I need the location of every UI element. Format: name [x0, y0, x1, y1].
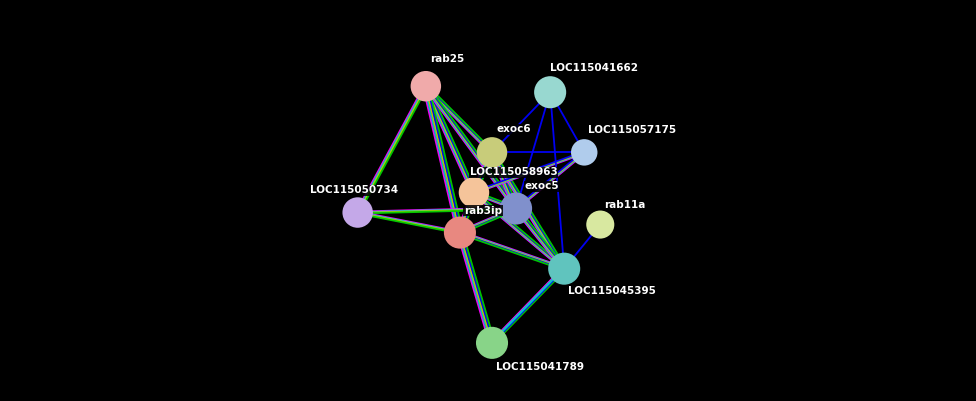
Text: LOC115050734: LOC115050734 — [309, 186, 397, 195]
Ellipse shape — [571, 139, 597, 166]
Ellipse shape — [549, 253, 580, 285]
Text: LOC115045395: LOC115045395 — [568, 286, 656, 296]
Text: exoc6: exoc6 — [496, 124, 531, 134]
Ellipse shape — [411, 71, 441, 101]
Ellipse shape — [476, 327, 508, 359]
Text: LOC115057175: LOC115057175 — [589, 126, 676, 135]
Ellipse shape — [534, 76, 566, 108]
Text: rab11a: rab11a — [604, 200, 646, 209]
Text: LOC115041789: LOC115041789 — [496, 362, 584, 372]
Ellipse shape — [343, 197, 373, 228]
Text: rab3ip: rab3ip — [464, 206, 502, 215]
Ellipse shape — [500, 192, 532, 225]
Text: rab25: rab25 — [429, 54, 465, 64]
Text: exoc5: exoc5 — [524, 182, 558, 191]
Ellipse shape — [587, 211, 614, 239]
Text: LOC115041662: LOC115041662 — [550, 63, 638, 73]
Ellipse shape — [476, 137, 508, 168]
Ellipse shape — [459, 177, 489, 208]
Text: LOC115058963: LOC115058963 — [470, 168, 557, 177]
Ellipse shape — [444, 217, 476, 249]
